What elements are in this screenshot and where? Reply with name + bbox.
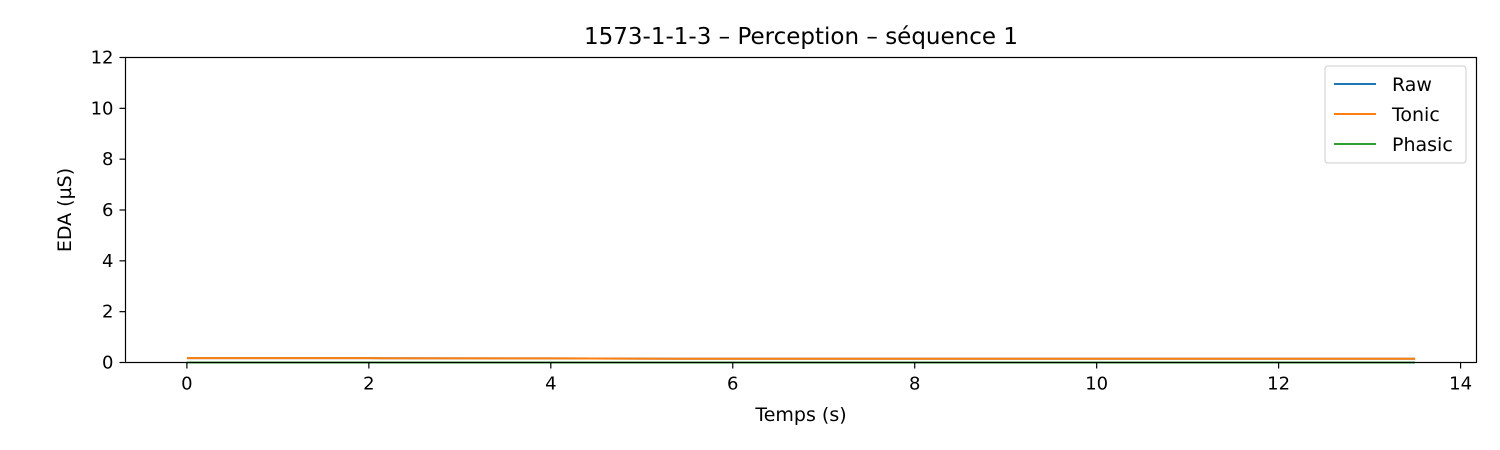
x-axis-ticks: 0 2 4 6 8 10 12 14 — [181, 362, 1472, 395]
y-tick-label: 8 — [102, 149, 113, 170]
y-tick-label: 12 — [91, 48, 114, 69]
legend-label-raw: Raw — [1392, 74, 1432, 96]
x-tick-label: 8 — [909, 374, 920, 395]
y-tick-label: 2 — [102, 302, 113, 323]
legend-box — [1324, 65, 1467, 164]
y-tick-label: 4 — [102, 251, 113, 272]
legend-label-tonic: Tonic — [1391, 104, 1440, 126]
y-axis-ticks: 0 2 4 6 8 10 12 — [91, 48, 126, 374]
plot-frame — [124, 56, 1478, 364]
x-tick-label: 0 — [181, 374, 192, 395]
legend-label-phasic: Phasic — [1392, 134, 1453, 156]
x-tick-label: 12 — [1267, 374, 1290, 395]
x-tick-label: 2 — [363, 374, 374, 395]
series-line-tonic — [186, 357, 1416, 360]
x-tick-label: 10 — [1085, 374, 1108, 395]
x-tick-label: 14 — [1449, 374, 1472, 395]
series-layer — [186, 357, 1416, 364]
y-tick-label: 6 — [102, 200, 113, 221]
y-tick-label: 10 — [91, 98, 114, 119]
chart-title: 1573-1-1-3 – Perception – séquence 1 — [584, 24, 1018, 50]
x-axis-label: Temps (s) — [754, 404, 846, 426]
x-tick-label: 4 — [545, 374, 556, 395]
legend: Raw Tonic Phasic — [1324, 65, 1467, 164]
x-tick-label: 6 — [727, 374, 738, 395]
y-axis-label: EDA (µS) — [54, 168, 76, 252]
y-tick-label: 0 — [102, 353, 113, 374]
